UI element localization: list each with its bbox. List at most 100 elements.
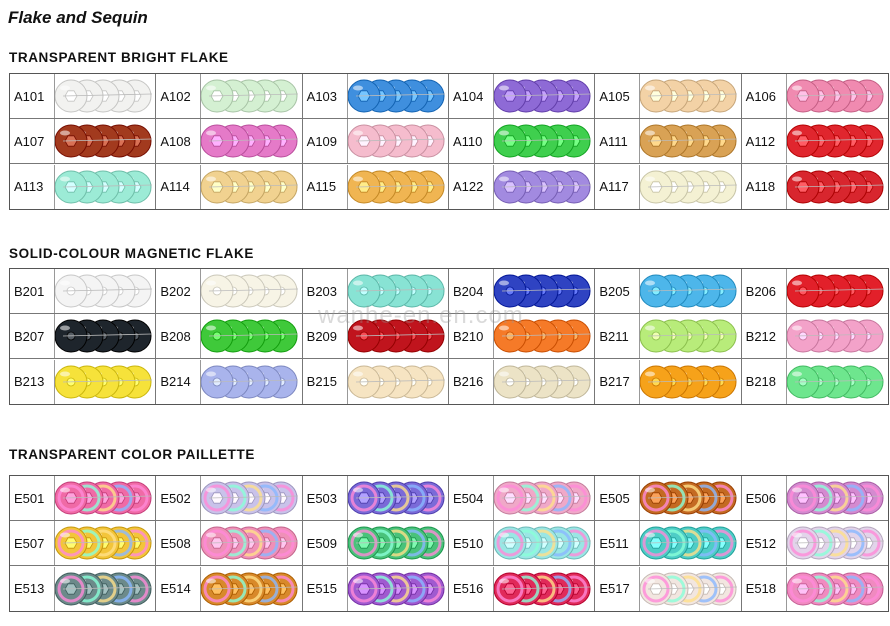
sample-code: B213 bbox=[14, 374, 45, 389]
sample-cell-e509: E509 bbox=[302, 521, 449, 566]
sample-cell-e514: E514 bbox=[156, 566, 303, 611]
sample-cell-e506: E506 bbox=[741, 476, 888, 521]
sample-code: E510 bbox=[452, 535, 484, 551]
sequin-swatch-image bbox=[346, 164, 448, 209]
sequin-swatch-image bbox=[54, 314, 155, 358]
sequin-swatch-image bbox=[492, 521, 594, 565]
sample-cell-a118: A118 bbox=[742, 164, 888, 209]
sequin-swatch-image bbox=[200, 74, 301, 118]
sequin-swatch-image bbox=[346, 314, 448, 358]
sequin-swatch-image bbox=[200, 119, 301, 163]
sequin-swatch-image bbox=[54, 119, 155, 163]
sample-cell-e517: E517 bbox=[595, 566, 742, 611]
sample-cell-b214: B214 bbox=[156, 359, 303, 404]
sample-cell-a106: A106 bbox=[741, 74, 888, 119]
sample-cell-a107: A107 bbox=[10, 119, 157, 164]
sequin-swatch-image bbox=[200, 566, 301, 611]
sequin-swatch-image bbox=[54, 566, 155, 611]
sample-code: E518 bbox=[745, 581, 777, 596]
sample-cell-b216: B216 bbox=[449, 359, 596, 404]
sample-cell-a105: A105 bbox=[595, 74, 742, 119]
sequin-swatch-image bbox=[200, 521, 301, 565]
sequin-swatch-image bbox=[785, 74, 887, 118]
sample-cell-b206: B206 bbox=[741, 269, 888, 314]
sample-cell-a110: A110 bbox=[448, 119, 596, 164]
sequin-swatch-image bbox=[785, 269, 887, 313]
sample-cell-b209: B209 bbox=[302, 314, 449, 359]
sample-grid-transparent-color-paillette: E501 E502 E503 E504 E505 E506 E507 E508 E509 E510… bbox=[9, 475, 889, 612]
sequin-swatch-image bbox=[639, 269, 740, 313]
sequin-swatch-image bbox=[785, 566, 887, 611]
sample-code: A113 bbox=[14, 179, 44, 194]
sequin-swatch-image bbox=[639, 164, 740, 209]
sample-code: E514 bbox=[160, 581, 191, 596]
sequin-swatch-image bbox=[54, 74, 155, 118]
sequin-swatch-image bbox=[200, 476, 301, 520]
sample-cell-a102: A102 bbox=[156, 74, 303, 119]
sample-code: B208 bbox=[160, 328, 191, 344]
sequin-swatch-image bbox=[200, 359, 301, 404]
sample-cell-e511: E511 bbox=[595, 521, 742, 566]
sample-code: B215 bbox=[306, 374, 338, 389]
sequin-swatch-image bbox=[785, 476, 887, 520]
sample-code: A114 bbox=[160, 179, 190, 194]
sample-code: B209 bbox=[306, 328, 338, 344]
sample-code: B218 bbox=[745, 374, 777, 389]
sequin-swatch-image bbox=[639, 74, 740, 118]
sample-cell-b205: B205 bbox=[595, 269, 742, 314]
sample-code: B212 bbox=[745, 328, 777, 344]
sample-code: E503 bbox=[306, 490, 338, 506]
sample-code: B207 bbox=[14, 328, 45, 344]
sample-code: E507 bbox=[14, 535, 45, 551]
sample-cell-e515: E515 bbox=[303, 566, 449, 611]
sample-code: B217 bbox=[599, 374, 630, 389]
sample-code: B210 bbox=[452, 328, 484, 344]
sample-cell-a109: A109 bbox=[302, 119, 449, 164]
sample-cell-a111: A111 bbox=[595, 119, 742, 164]
sample-grid-transparent-bright-flake: A101 A102 A103 A104 A105 A106 A107 A108 A109 A110… bbox=[9, 73, 889, 210]
sample-cell-a108: A108 bbox=[156, 119, 303, 164]
sample-cell-b207: B207 bbox=[10, 314, 157, 359]
sample-code: B201 bbox=[14, 283, 45, 299]
section-title-transparent-color-paillette: TRANSPARENT COLOR PAILLETTE bbox=[9, 447, 255, 462]
sample-code: E515 bbox=[306, 581, 338, 596]
sequin-swatch-image bbox=[785, 164, 887, 209]
sample-cell-a122: A122 bbox=[449, 164, 596, 209]
sample-code: E501 bbox=[14, 490, 45, 506]
sample-code: A117 bbox=[599, 179, 629, 194]
sample-code: E516 bbox=[452, 581, 484, 596]
sample-grid-solid-colour-magnetic-flake: B201 B202 B203 B204 B205 B206 B207 B208 B209 B210… bbox=[9, 268, 889, 405]
sequin-swatch-image bbox=[492, 269, 594, 313]
sample-code: E513 bbox=[14, 581, 45, 596]
sample-code: B202 bbox=[160, 283, 191, 299]
sample-code: A110 bbox=[452, 133, 483, 149]
sample-cell-b210: B210 bbox=[448, 314, 596, 359]
sequin-swatch-image bbox=[639, 476, 740, 520]
sequin-swatch-image bbox=[785, 314, 887, 358]
watermark: wanhe-en.en.com bbox=[318, 302, 524, 329]
sample-code: A106 bbox=[745, 88, 777, 104]
sequin-swatch-image bbox=[639, 521, 740, 565]
sequin-swatch-image bbox=[346, 521, 448, 565]
sample-code: E505 bbox=[599, 490, 630, 506]
sample-code: B211 bbox=[599, 328, 629, 344]
sample-cell-e502: E502 bbox=[156, 476, 303, 521]
sample-cell-b208: B208 bbox=[156, 314, 303, 359]
sample-cell-e507: E507 bbox=[10, 521, 157, 566]
sequin-swatch-image bbox=[200, 314, 301, 358]
sequin-swatch-image bbox=[200, 164, 301, 209]
sample-cell-b217: B217 bbox=[595, 359, 742, 404]
sequin-swatch-image bbox=[346, 476, 448, 520]
sample-code: B205 bbox=[599, 283, 630, 299]
sample-code: B206 bbox=[745, 283, 777, 299]
sample-code: E509 bbox=[306, 535, 338, 551]
sample-cell-a104: A104 bbox=[448, 74, 596, 119]
sample-code: A122 bbox=[452, 179, 484, 194]
sample-code: E517 bbox=[599, 581, 630, 596]
sequin-swatch-image bbox=[785, 359, 887, 404]
sample-code: A101 bbox=[14, 88, 45, 104]
sample-code: E508 bbox=[160, 535, 191, 551]
sample-code: A104 bbox=[452, 88, 484, 104]
sequin-swatch-image bbox=[346, 119, 448, 163]
page-title: Flake and Sequin bbox=[8, 8, 148, 27]
